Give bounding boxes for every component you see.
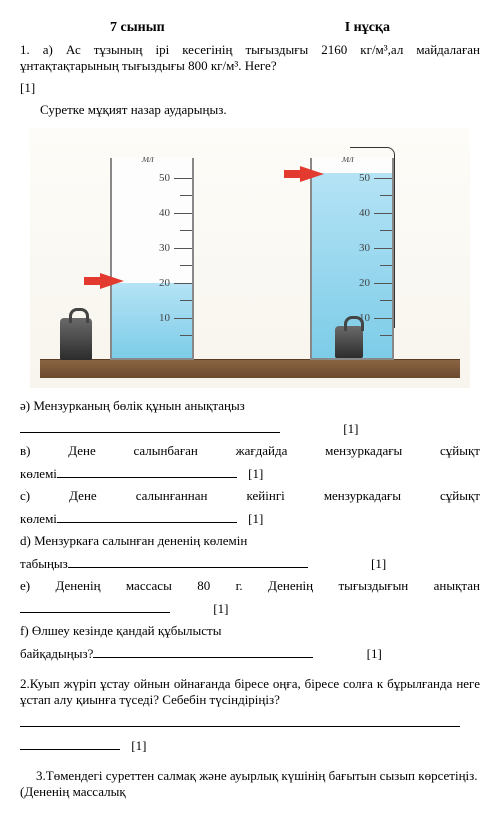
blank-c: [57, 510, 237, 523]
arrow-left: [100, 273, 124, 289]
score-b: [1]: [248, 466, 263, 482]
blank-b: [57, 465, 237, 478]
diagram: мл 50 40 30 20 10 мл 50 40 30 20 10: [30, 128, 470, 388]
sub-d2: табыңыз: [20, 556, 68, 571]
score-c: [1]: [248, 511, 263, 527]
tick-a-50: 50: [159, 172, 170, 184]
q1-look: Суретке мұқият назар аударыңыз.: [20, 102, 480, 118]
sub-d: d) Мензуркаға салынған дененің көлемін: [20, 533, 480, 549]
blank-a: [20, 420, 280, 433]
score-q2: [1]: [131, 738, 146, 754]
blank-q2b: [20, 737, 120, 750]
sub-e-row: е) Дененің массасы 80 г. Дененің тығызды…: [20, 578, 480, 594]
sub-f2: байқадыңыз?: [20, 646, 93, 661]
arrow-right: [300, 166, 324, 182]
water-left: [112, 283, 192, 358]
q3-text: 3.Төмендегі суреттен салмақ және ауырлық…: [20, 768, 480, 800]
weight-inside: [335, 326, 363, 358]
cylinder-left: мл 50 40 30 20 10: [110, 158, 194, 360]
wire: [350, 147, 395, 328]
sub-c2: көлемі: [20, 511, 57, 526]
table-surface: [40, 359, 460, 378]
sub-b2: көлемі: [20, 466, 57, 481]
header-grade: 7 сынып: [110, 20, 165, 36]
sub-a: ә) Мензурканың бөлік құнын анықтаңыз: [20, 398, 480, 414]
blank-f: [93, 645, 313, 658]
ml-label-a: мл: [142, 153, 154, 165]
blank-d: [68, 555, 308, 568]
score-f: [1]: [367, 646, 382, 661]
q2-text: 2.Куып жүріп ұстау ойнын ойнағанда бірес…: [20, 676, 480, 708]
score-d: [1]: [371, 556, 386, 571]
sub-b-row: в) Дене салынбаған жағдайда мензуркадағы…: [20, 443, 480, 459]
tick-a-20: 20: [159, 277, 170, 289]
q1-score: [1]: [20, 80, 480, 96]
tick-a-40: 40: [159, 207, 170, 219]
blank-q2a: [20, 714, 460, 727]
tick-a-10: 10: [159, 312, 170, 324]
q1-text: 1. а) Ас тұзының ірі кесегінің тығыздығы…: [20, 42, 480, 74]
sub-c-row: с) Дене салынғаннан кейінгі мензуркадағы…: [20, 488, 480, 504]
weight-outside: [60, 318, 92, 360]
tick-a-30: 30: [159, 242, 170, 254]
sub-f: f) Өлшеу кезінде қандай құбылысты: [20, 623, 480, 639]
score-a: [1]: [343, 421, 358, 436]
blank-e: [20, 600, 170, 613]
header-variant: І нұсқа: [345, 20, 390, 36]
score-e: [1]: [213, 601, 228, 616]
